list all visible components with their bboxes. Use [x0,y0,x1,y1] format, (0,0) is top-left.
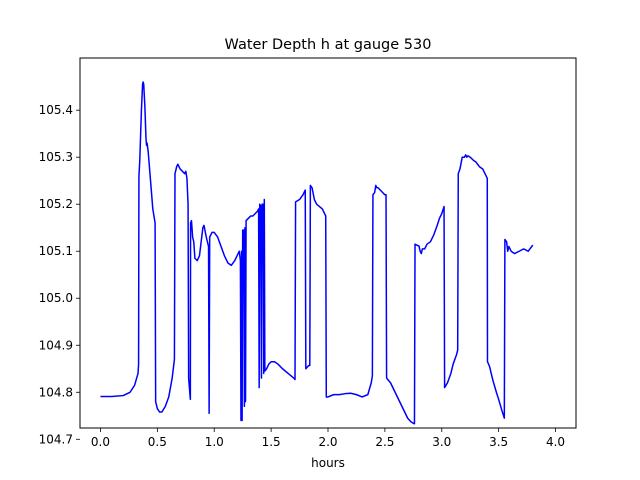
y-tick-label: 105.4 [39,103,73,117]
x-axis-label: hours [311,456,345,470]
x-tick-label: 1.5 [262,435,281,449]
x-tick-label: 0.0 [91,435,110,449]
y-tick-label: 104.7 [39,432,73,446]
x-tick-label: 4.0 [546,435,565,449]
x-tick-label: 3.5 [489,435,508,449]
y-tick-label: 104.9 [39,338,73,352]
series-line [100,81,534,425]
x-axis-ticks: 0.0 0.5 1.0 1.5 2.0 2.5 3.0 3.5 4.0 [91,428,565,449]
y-tick-label: 104.8 [39,385,73,399]
y-axis-ticks: 104.7 104.8 104.9 105.0 105.1 105.2 105.3 105.4 [39,103,80,446]
series-layer [100,81,534,425]
y-tick-label: 105.1 [39,244,73,258]
x-tick-label: 2.5 [375,435,394,449]
y-tick-label: 105.3 [39,150,73,164]
x-tick-label: 2.0 [318,435,337,449]
y-tick-label: 105.0 [39,291,73,305]
x-tick-label: 0.5 [148,435,167,449]
y-tick-label: 105.2 [39,197,73,211]
plot-frame [79,57,577,429]
x-tick-label: 3.0 [432,435,451,449]
x-tick-label: 1.0 [205,435,224,449]
chart-title: Water Depth h at gauge 530 [225,37,432,53]
